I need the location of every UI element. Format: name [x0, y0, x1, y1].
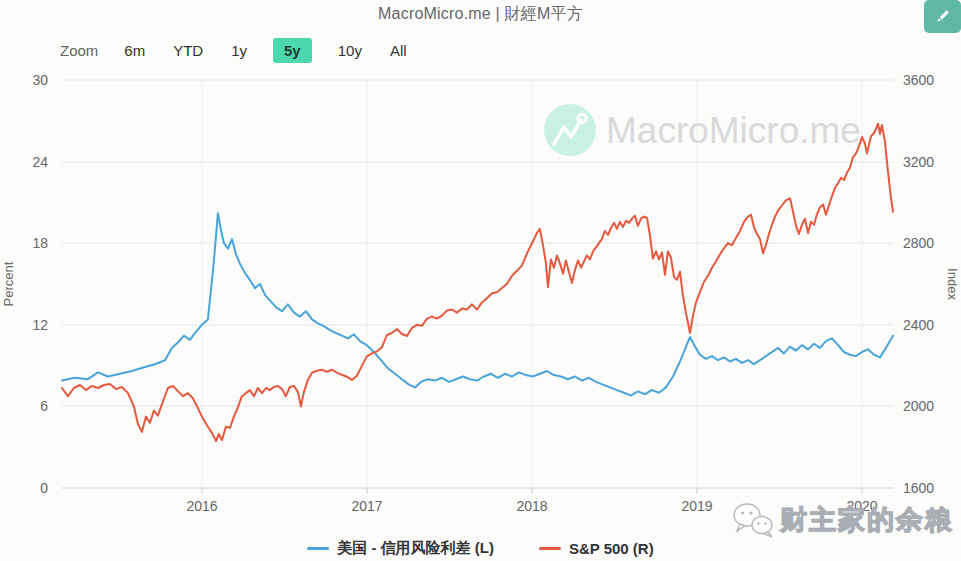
range-button-5y[interactable]: 5y — [273, 38, 312, 63]
series-line-credit-spread — [62, 213, 893, 395]
y-axis-left-title: Percent — [1, 261, 16, 306]
pencil-icon — [934, 8, 951, 25]
macromicro-logo-icon — [544, 104, 596, 156]
y-axis-left-labels: 30 24 18 12 6 0 — [32, 72, 48, 496]
svg-text:0: 0 — [40, 480, 48, 496]
svg-text:2016: 2016 — [186, 498, 217, 514]
svg-text:2020: 2020 — [846, 498, 877, 514]
chart-canvas: MacroMicro.me 30 24 18 12 6 0 3600 3200 … — [0, 0, 961, 530]
legend-label: 美国 - 信用风险利差 (L) — [337, 539, 494, 558]
legend-swatch-red — [539, 547, 561, 550]
range-button-1y[interactable]: 1y — [229, 38, 249, 63]
edit-button[interactable] — [924, 0, 961, 33]
svg-text:2018: 2018 — [516, 498, 547, 514]
macromicro-watermark: MacroMicro.me — [544, 104, 861, 156]
legend-item-credit-spread[interactable]: 美国 - 信用风险利差 (L) — [307, 539, 494, 558]
svg-text:1600: 1600 — [903, 480, 934, 496]
svg-text:3600: 3600 — [903, 72, 934, 88]
page-title: MacroMicro.me | 財經M平方 — [0, 4, 961, 25]
svg-text:2017: 2017 — [351, 498, 382, 514]
series-line-sp500 — [62, 124, 893, 441]
watermark-text: MacroMicro.me — [606, 110, 861, 151]
svg-text:2000: 2000 — [903, 398, 934, 414]
svg-text:12: 12 — [32, 317, 48, 333]
svg-text:24: 24 — [32, 154, 48, 170]
legend-item-sp500[interactable]: S&P 500 (R) — [539, 540, 654, 557]
svg-text:2019: 2019 — [681, 498, 712, 514]
zoom-label: Zoom — [60, 42, 98, 59]
svg-text:30: 30 — [32, 72, 48, 88]
range-button-10y[interactable]: 10y — [336, 38, 364, 63]
x-axis-ticks — [202, 488, 862, 494]
legend-swatch-blue — [307, 547, 329, 550]
legend-label: S&P 500 (R) — [569, 540, 654, 557]
zoom-toolbar: Zoom 6m YTD 1y 5y 10y All — [60, 38, 409, 63]
range-button-all[interactable]: All — [388, 38, 409, 63]
range-button-ytd[interactable]: YTD — [171, 38, 205, 63]
svg-text:6: 6 — [40, 398, 48, 414]
svg-text:2800: 2800 — [903, 235, 934, 251]
range-button-6m[interactable]: 6m — [122, 38, 147, 63]
x-axis-labels: 2016 2017 2018 2019 2020 — [186, 498, 877, 514]
svg-text:18: 18 — [32, 235, 48, 251]
y-axis-right-title: Index — [945, 268, 960, 300]
svg-text:2400: 2400 — [903, 317, 934, 333]
y-axis-right-labels: 3600 3200 2800 2400 2000 1600 — [903, 72, 934, 496]
svg-text:3200: 3200 — [903, 154, 934, 170]
chart-legend: 美国 - 信用风险利差 (L) S&P 500 (R) — [0, 539, 961, 558]
